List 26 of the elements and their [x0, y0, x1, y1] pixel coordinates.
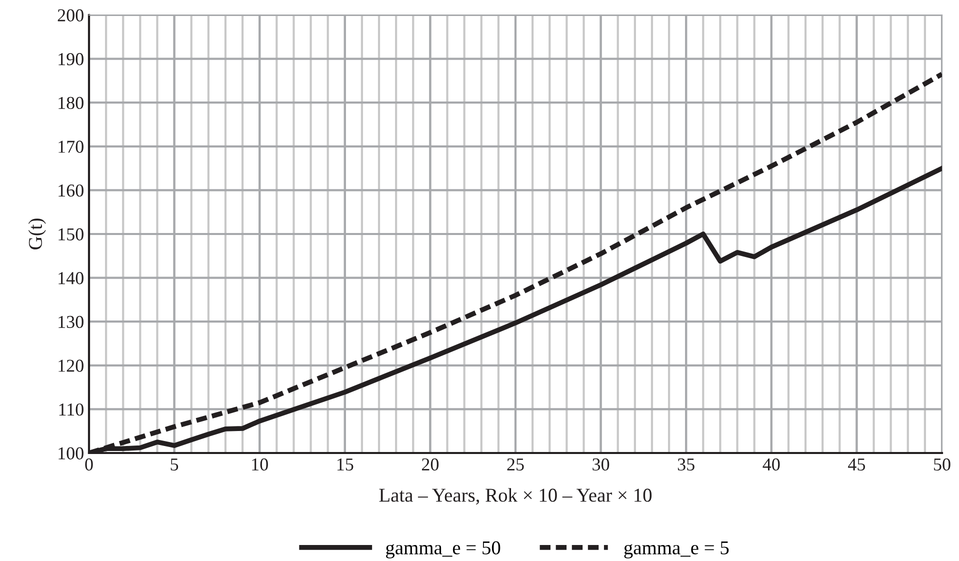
- y-tick-label: 180: [58, 96, 84, 110]
- x-tick-label: 5: [170, 458, 178, 471]
- y-tick-label: 190: [58, 53, 84, 66]
- y-axis-title: G(t): [28, 218, 46, 250]
- y-tick-label: 150: [58, 228, 84, 240]
- y-tick-label: 170: [58, 140, 84, 153]
- y-tick-label: 130: [58, 316, 84, 328]
- y-tick-label: 110: [59, 403, 84, 416]
- y-tick-label: 200: [58, 9, 84, 22]
- y-tick-label: 120: [58, 360, 84, 372]
- y-tick-label: 160: [58, 184, 84, 197]
- x-tick-label: 20: [422, 458, 439, 471]
- x-tick-label: 0: [85, 458, 93, 471]
- x-tick-label: 15: [337, 458, 354, 471]
- legend-label: gamma_e = 50: [386, 541, 500, 558]
- x-axis-title: Lata – Years, Rok × 10 – Year × 10: [379, 488, 652, 505]
- x-tick-label: 45: [848, 458, 866, 471]
- y-tick-label: 100: [58, 447, 84, 460]
- x-tick-label: 40: [762, 458, 780, 471]
- x-tick-label: 10: [252, 458, 268, 471]
- x-tick-label: 35: [678, 458, 694, 471]
- y-tick-label: 140: [58, 272, 84, 284]
- x-tick-label: 25: [507, 458, 524, 471]
- x-tick-label: 30: [592, 458, 610, 471]
- x-tick-label: 50: [934, 458, 950, 471]
- legend-label: gamma_e = 5: [624, 541, 729, 558]
